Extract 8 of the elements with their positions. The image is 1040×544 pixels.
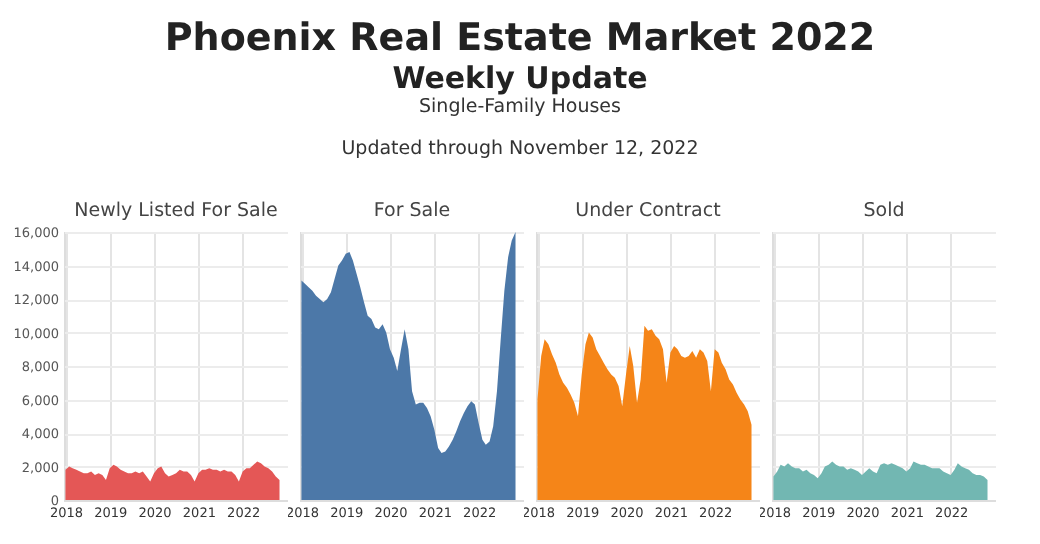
chart-title: Newly Listed For Sale: [72, 200, 280, 224]
chart-title: Sold: [861, 200, 907, 224]
text: Single-Family Houses: [417, 96, 623, 120]
text: Updated through November 12, 2022: [339, 138, 701, 162]
text: Phoenix Real Estate Market 2022: [162, 16, 878, 60]
chart-title: Under Contract: [573, 200, 723, 224]
chart-title: For Sale: [371, 200, 453, 224]
text: Weekly Update: [390, 60, 650, 96]
